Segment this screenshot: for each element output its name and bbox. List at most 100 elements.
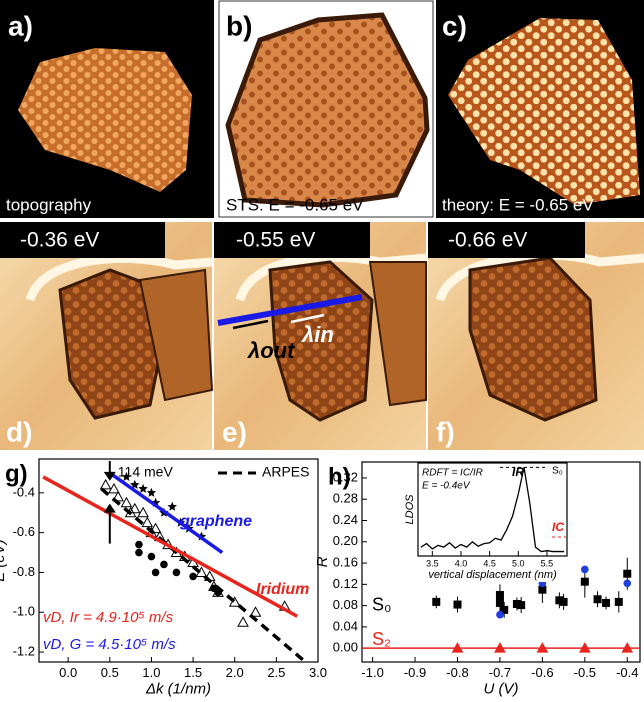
x-tick-label: 2.5	[267, 665, 285, 680]
marker	[623, 579, 632, 588]
series-label: S₂	[372, 629, 391, 649]
boundary	[435, 250, 644, 302]
marker	[237, 616, 249, 627]
panel-label: g)	[5, 460, 28, 487]
marker	[138, 483, 148, 493]
marker	[614, 597, 623, 606]
marker	[623, 569, 632, 578]
panel-label: f)	[436, 416, 455, 447]
image-panels: λout λin a) topography b) STS: E = -0.65…	[0, 0, 644, 450]
y-tick-label: 0.20	[333, 533, 358, 548]
line-cut	[217, 294, 363, 326]
x-tick-label: 0.5	[101, 665, 119, 680]
marker	[495, 598, 504, 607]
y-tick-label: -0.4	[13, 484, 35, 499]
plot-frame	[38, 458, 319, 663]
y-tick-label: 0.00	[333, 640, 358, 655]
marker	[120, 496, 133, 508]
x-tick-label: -0.9	[404, 665, 426, 680]
line	[42, 475, 299, 618]
y-tick-label: -0.6	[13, 524, 35, 539]
state-label: S₀	[552, 466, 563, 477]
panel-label: c)	[442, 10, 467, 41]
marker	[121, 471, 132, 481]
y-tick-label: 0.16	[333, 555, 358, 570]
island	[368, 261, 427, 407]
x-tick-label: -0.5	[574, 665, 596, 680]
marker	[189, 572, 197, 581]
marker	[496, 610, 504, 619]
y-tick-label: 0.24	[333, 512, 358, 527]
label-box	[428, 222, 585, 258]
marker	[99, 478, 112, 490]
legend-label: ARPES	[262, 464, 309, 480]
energy-label: -0.66 eV	[448, 229, 527, 252]
plot-frame	[361, 461, 641, 663]
marker	[135, 548, 143, 557]
marker	[141, 516, 154, 528]
marker	[580, 577, 589, 586]
caption: theory: E = -0.65 eV	[442, 195, 594, 214]
boundary	[235, 252, 427, 302]
inset-energy: E = -0.4eV	[422, 481, 471, 492]
label-box	[214, 222, 370, 258]
gap-label: 114 meV	[118, 464, 174, 480]
lambda-in: λin	[301, 322, 334, 347]
y-tick-label: 0.28	[333, 491, 358, 506]
panel-label: h)	[328, 463, 351, 490]
lambda-out: λout	[247, 338, 296, 363]
line	[420, 467, 565, 553]
label-box	[0, 222, 165, 258]
y-tick-label: 0.08	[333, 597, 358, 612]
x-tick-label: 1.5	[184, 665, 202, 680]
x-tick-label: 3.0	[309, 665, 327, 680]
marker	[559, 597, 568, 606]
panel-label: a)	[8, 10, 33, 41]
series-label: Iridium	[256, 581, 309, 598]
island	[225, 12, 430, 208]
x-tick-label: -0.8	[446, 665, 468, 680]
marker	[149, 522, 162, 534]
inset-formula: RDFT = IC/IR	[422, 468, 483, 479]
marker	[512, 600, 521, 609]
y-axis-label: R	[314, 556, 331, 567]
panel-label: e)	[222, 416, 247, 447]
marker	[621, 642, 634, 653]
marker	[555, 596, 564, 605]
marker	[581, 565, 589, 574]
series-label: graphene	[179, 513, 252, 530]
marker	[453, 600, 462, 609]
marker	[578, 642, 591, 653]
arrow	[290, 313, 325, 324]
island	[18, 48, 192, 192]
marker	[249, 606, 262, 617]
x-tick-label: 2.0	[226, 665, 244, 680]
y-axis-label: LDOS	[404, 494, 416, 525]
marker	[160, 560, 168, 569]
caption: topography	[6, 195, 92, 214]
marker	[500, 605, 509, 614]
island	[468, 256, 598, 422]
inset-bg	[396, 463, 569, 582]
ic-label: IC	[552, 520, 564, 534]
marker	[151, 568, 160, 577]
marker	[130, 479, 140, 489]
marker	[536, 642, 549, 653]
energy-label: -0.36 eV	[20, 229, 99, 252]
x-axis-label: vertical displacement (nm)	[428, 569, 557, 581]
energy-label: -0.55 eV	[236, 229, 315, 252]
arrow-head	[103, 471, 116, 481]
y-tick-label: 0.04	[333, 618, 358, 633]
x-tick-label: -0.4	[616, 665, 638, 680]
x-tick-label: 1.0	[142, 665, 160, 680]
marker	[146, 487, 157, 497]
arrow	[232, 319, 269, 330]
caption: STS: E = -0.65 eV	[226, 195, 364, 214]
x-tick-label: 5.0	[512, 558, 525, 568]
marker	[538, 585, 547, 594]
y-tick-label: -1.0	[13, 604, 35, 619]
plot-frame	[417, 462, 568, 557]
x-tick-label: -0.7	[489, 665, 511, 680]
velocity-label: vD, Ir = 4.9·10⁵ m/s	[43, 609, 174, 626]
marker	[432, 597, 441, 606]
